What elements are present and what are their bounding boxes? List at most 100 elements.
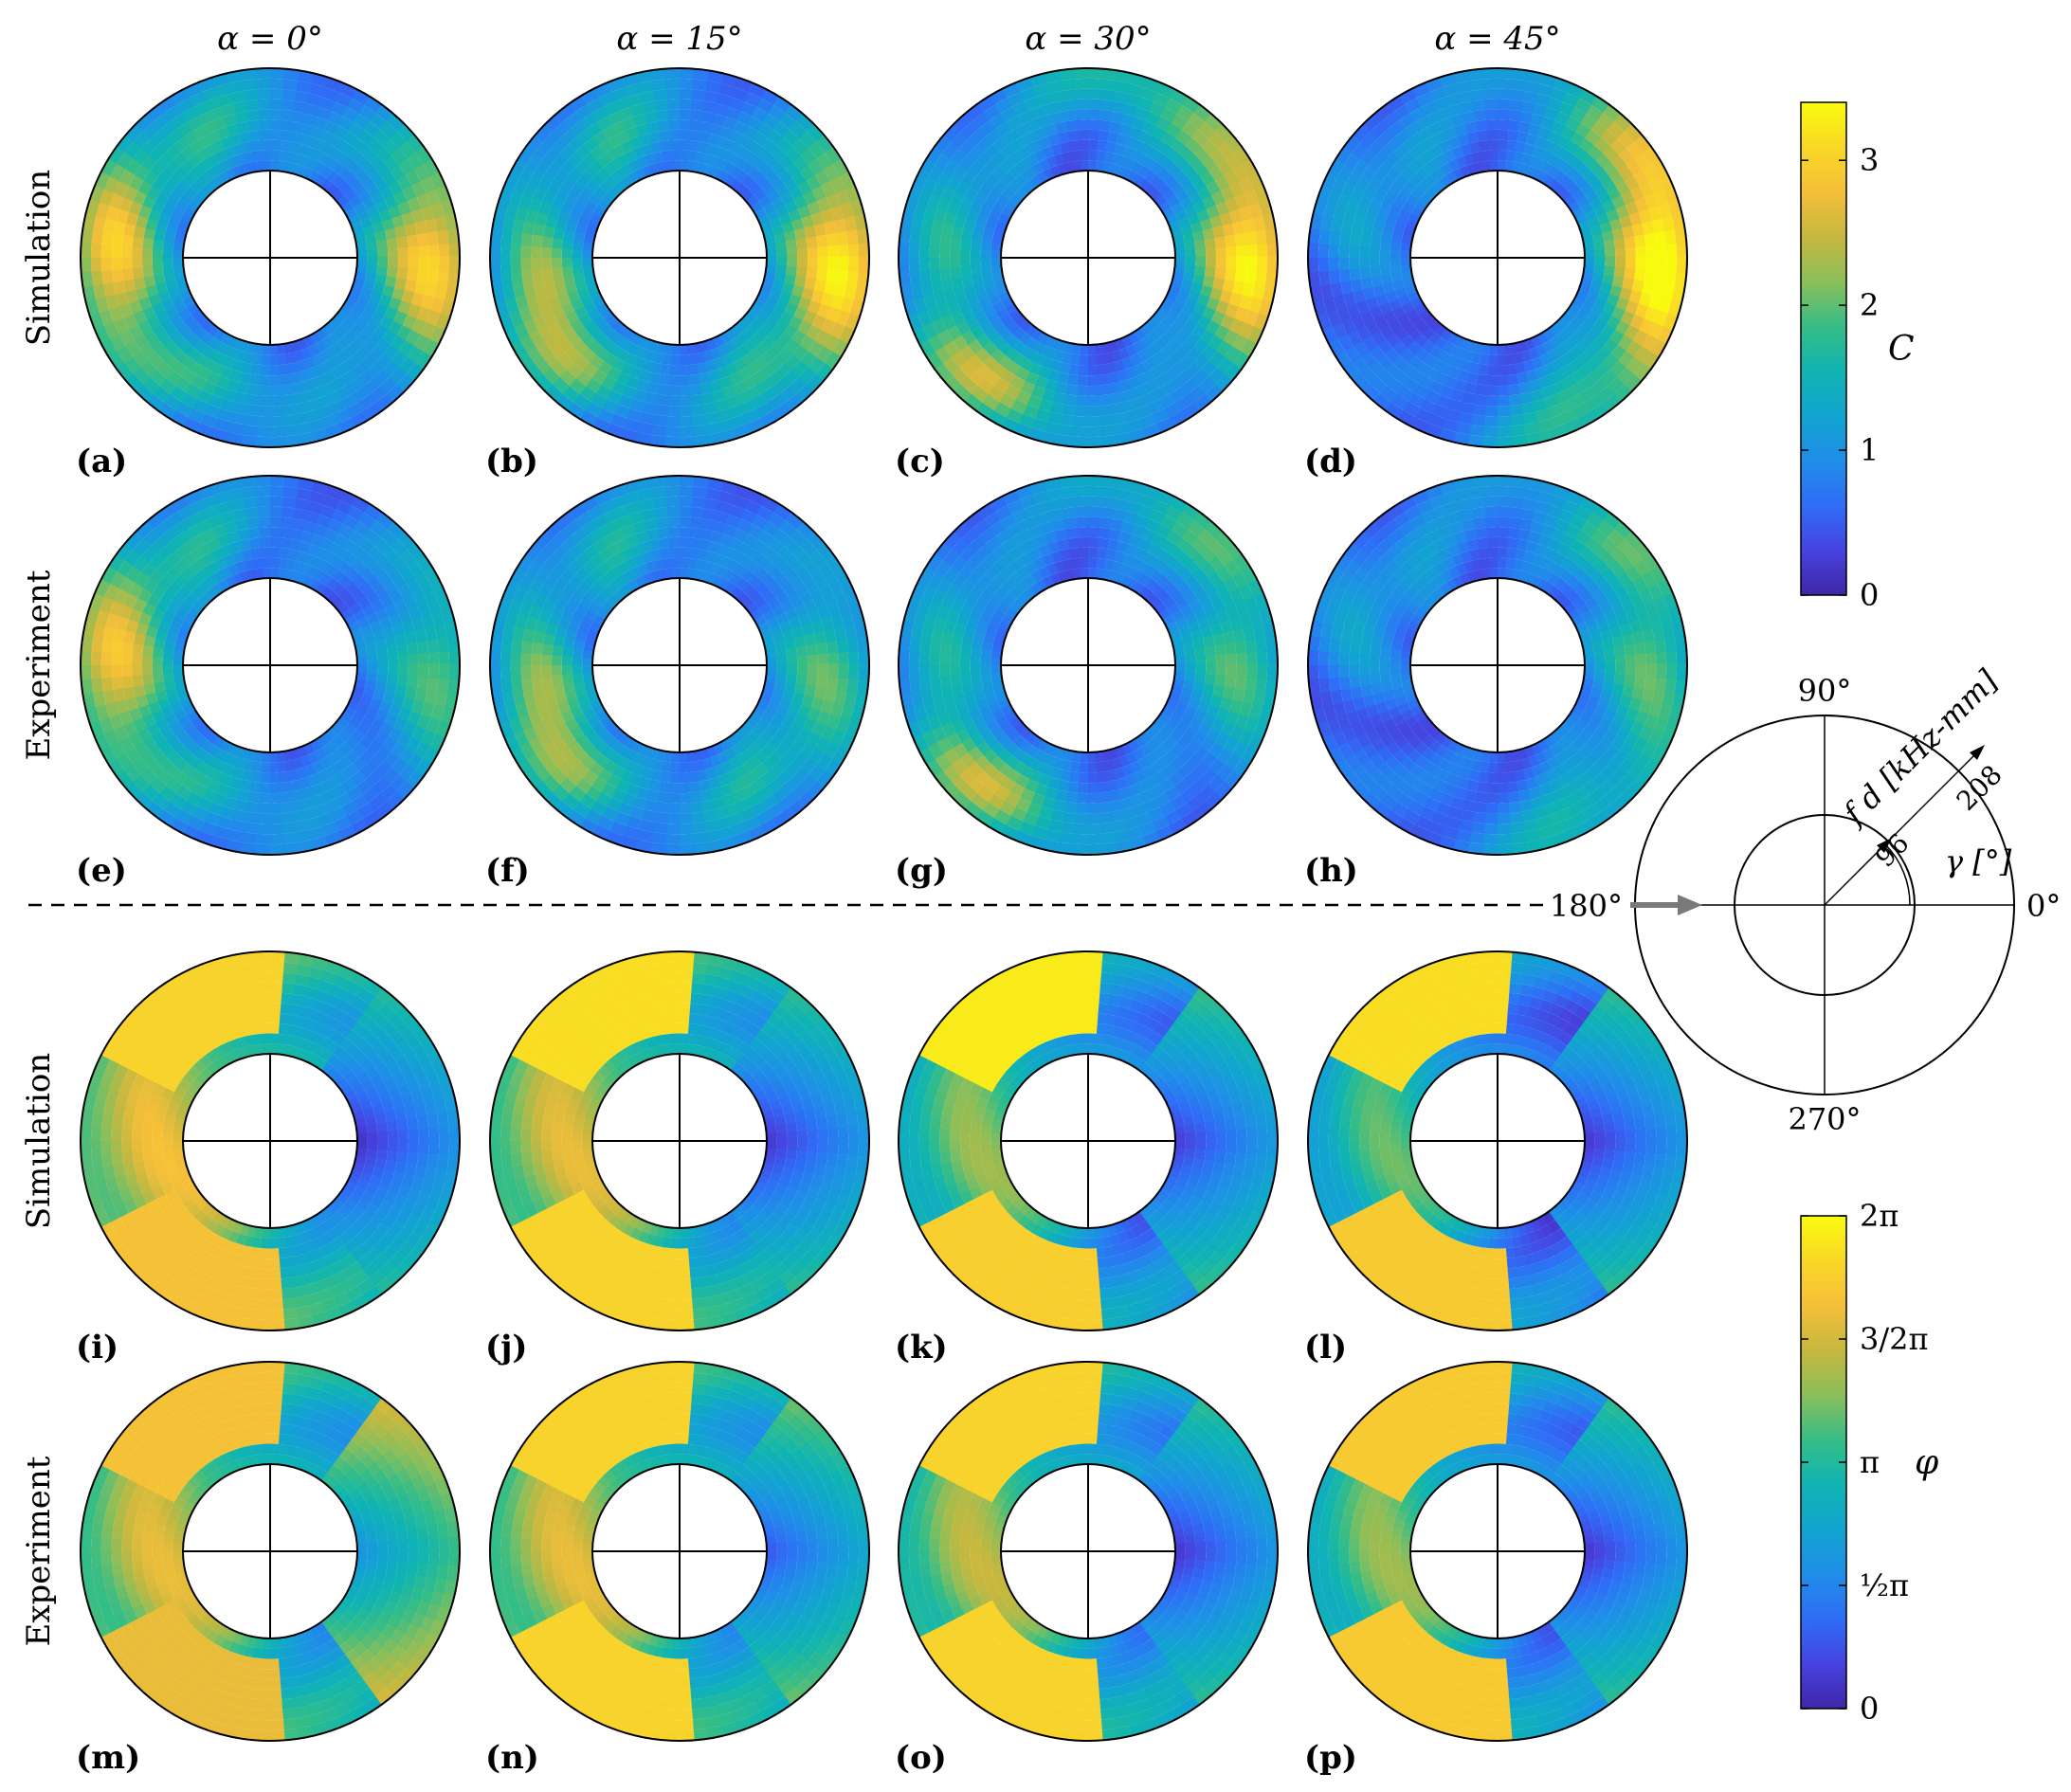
heatmap-cell — [1594, 256, 1606, 266]
heatmap-cell — [448, 255, 460, 273]
row-label-4: Experiment — [20, 1456, 58, 1646]
heatmap-cell — [847, 256, 860, 272]
heatmap-cell — [1605, 256, 1616, 267]
heatmap-cell — [356, 256, 368, 266]
heatmap-cell — [152, 248, 163, 260]
heatmap-cell — [574, 224, 588, 236]
heatmap-cell — [793, 226, 807, 240]
heatmap-cell — [325, 110, 343, 126]
heatmap-cell — [420, 204, 435, 221]
heatmap-cell — [367, 247, 378, 258]
heatmap-cell — [268, 109, 282, 120]
heatmap-cell — [428, 256, 440, 271]
heatmap-cell — [173, 301, 188, 316]
heatmap-cell — [96, 297, 110, 316]
heatmap-cell — [108, 192, 124, 210]
heatmap-cell — [584, 320, 599, 335]
heatmap-cell — [653, 414, 669, 426]
heatmap-cell — [132, 246, 143, 260]
heatmap-cell — [408, 244, 419, 258]
heatmap-cell — [416, 231, 429, 246]
heatmap-cell — [245, 353, 256, 365]
heatmap-cell — [173, 264, 185, 275]
heatmap-cell — [377, 246, 389, 258]
heatmap-cell — [908, 244, 920, 260]
heatmap-cell — [270, 436, 287, 447]
heatmap-cell — [603, 326, 618, 341]
heatmap-cell — [713, 335, 725, 348]
heatmap-cell — [1086, 150, 1097, 161]
heatmap-cell — [602, 175, 617, 190]
heatmap-cell — [520, 652, 532, 667]
heatmap-cell — [1062, 414, 1078, 426]
heatmap-cell — [666, 416, 681, 427]
column-headers: α = 0° α = 15° α = 30° α = 45° — [217, 20, 1561, 58]
heatmap-cell — [212, 161, 227, 175]
heatmap-cell — [826, 267, 839, 283]
heatmap-cell — [1496, 119, 1509, 131]
heatmap-cell — [282, 414, 299, 426]
heatmap-cell — [171, 410, 191, 428]
heatmap-cell — [94, 172, 111, 191]
heatmap-cell — [95, 202, 110, 221]
heatmap-cell — [260, 783, 272, 794]
heatmap-cell — [652, 362, 664, 375]
heatmap-cell — [662, 150, 672, 162]
heatmap-cell — [490, 243, 501, 261]
heatmap-cell — [244, 99, 259, 112]
heatmap-cell — [749, 333, 764, 348]
heatmap-cell — [268, 78, 284, 90]
heatmap-cell — [387, 246, 399, 258]
heatmap-cell — [609, 171, 623, 185]
heatmap-cell — [101, 231, 114, 247]
heatmap-cell — [677, 476, 695, 487]
heatmap-cell — [1086, 78, 1102, 90]
heatmap-cell — [225, 168, 237, 181]
heatmap-cell — [180, 291, 193, 303]
heatmap-cell — [448, 241, 460, 258]
heatmap-cell — [100, 310, 115, 329]
heatmap-cell — [291, 100, 308, 114]
heatmap-cell — [283, 424, 300, 437]
heatmap-cell — [678, 160, 688, 172]
heatmap-cell — [277, 139, 289, 152]
annulus-outer-edge — [80, 67, 461, 448]
heatmap-cell — [671, 751, 681, 763]
heatmap-cell — [690, 89, 706, 101]
heatmap-cell — [270, 354, 281, 366]
heatmap-cell — [378, 293, 392, 307]
heatmap-cell — [281, 497, 297, 509]
heatmap-cell — [262, 762, 272, 773]
heatmap-cell — [686, 343, 697, 355]
heatmap-cell — [561, 239, 573, 251]
heatmap-cell — [240, 372, 253, 385]
heatmap-cell — [81, 271, 94, 290]
heatmap-cell — [133, 278, 146, 292]
heatmap-cell — [355, 241, 368, 251]
heatmap-cell — [339, 333, 354, 348]
heatmap-cell — [561, 656, 572, 667]
heatmap-cell — [242, 89, 258, 101]
heatmap-cell — [661, 364, 673, 376]
heatmap-cell — [347, 212, 360, 225]
heatmap-cell — [227, 379, 242, 393]
heatmap-cell — [333, 91, 352, 107]
heatmap-cell — [268, 99, 283, 110]
heatmap-cell — [268, 160, 279, 172]
heatmap-cell — [430, 200, 445, 219]
heatmap-cell — [152, 656, 163, 667]
heatmap-cell — [105, 205, 119, 223]
heatmap-cell — [244, 822, 260, 834]
heatmap-cell — [435, 311, 451, 331]
heatmap-cell — [959, 247, 971, 260]
heatmap-cell — [302, 389, 318, 403]
heatmap-cell — [223, 113, 238, 127]
heatmap-cell — [255, 88, 270, 100]
heatmap-cell — [817, 663, 828, 678]
heatmap-cell — [648, 131, 662, 144]
heatmap-cell — [1496, 78, 1512, 90]
heatmap-cell — [520, 232, 534, 248]
heatmap-cell — [377, 663, 389, 675]
heatmap-cell — [1060, 425, 1077, 437]
